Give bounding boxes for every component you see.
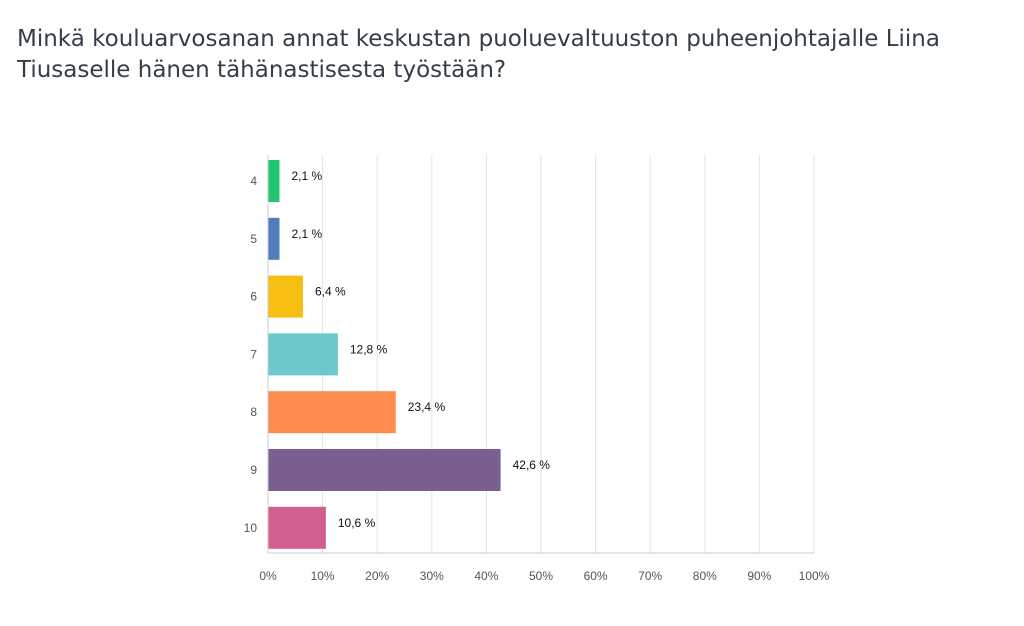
bar-6: [268, 275, 303, 318]
axes: [267, 155, 814, 554]
bar-9: [268, 449, 501, 491]
data-label: 6,4 %: [315, 285, 346, 299]
category-label: 8: [250, 405, 257, 419]
x-tick-label: 30%: [420, 569, 444, 583]
x-tick-label: 60%: [584, 569, 608, 583]
x-tick-label: 0%: [259, 569, 277, 583]
x-tick-label: 90%: [747, 569, 771, 583]
labels: 0% 10% 20% 30% 40% 50% 60% 70% 80% 90% 100% 4 2,1 % 5…: [244, 169, 830, 583]
x-tick-label: 100%: [799, 569, 830, 583]
x-tick-label: 80%: [693, 569, 717, 583]
gridlines: [322, 155, 815, 553]
category-label: 6: [250, 290, 257, 304]
bar-8: [268, 391, 396, 434]
category-label: 9: [250, 463, 257, 477]
data-label: 12,8 %: [350, 342, 388, 356]
category-label: 4: [250, 174, 257, 188]
chart-title: Minkä kouluarvosanan annat keskustan puo…: [17, 26, 940, 83]
x-tick-label: 40%: [474, 569, 498, 583]
x-tick-label: 70%: [638, 569, 662, 583]
x-tick-label: 10%: [311, 569, 335, 583]
bars: [268, 160, 501, 549]
x-tick-label: 20%: [365, 569, 389, 583]
category-label: 10: [244, 521, 258, 535]
data-label: 2,1 %: [291, 169, 322, 183]
bar-5: [268, 217, 280, 260]
x-tick-label: 50%: [529, 569, 553, 583]
data-label: 23,4 %: [408, 400, 446, 414]
data-label: 42,6 %: [513, 458, 551, 472]
category-label: 7: [250, 347, 257, 361]
data-label: 10,6 %: [338, 516, 376, 530]
category-label: 5: [250, 232, 257, 246]
bar-10: [268, 506, 326, 549]
data-label: 2,1 %: [291, 227, 322, 241]
bar-7: [268, 333, 338, 376]
bar-4: [268, 160, 280, 202]
